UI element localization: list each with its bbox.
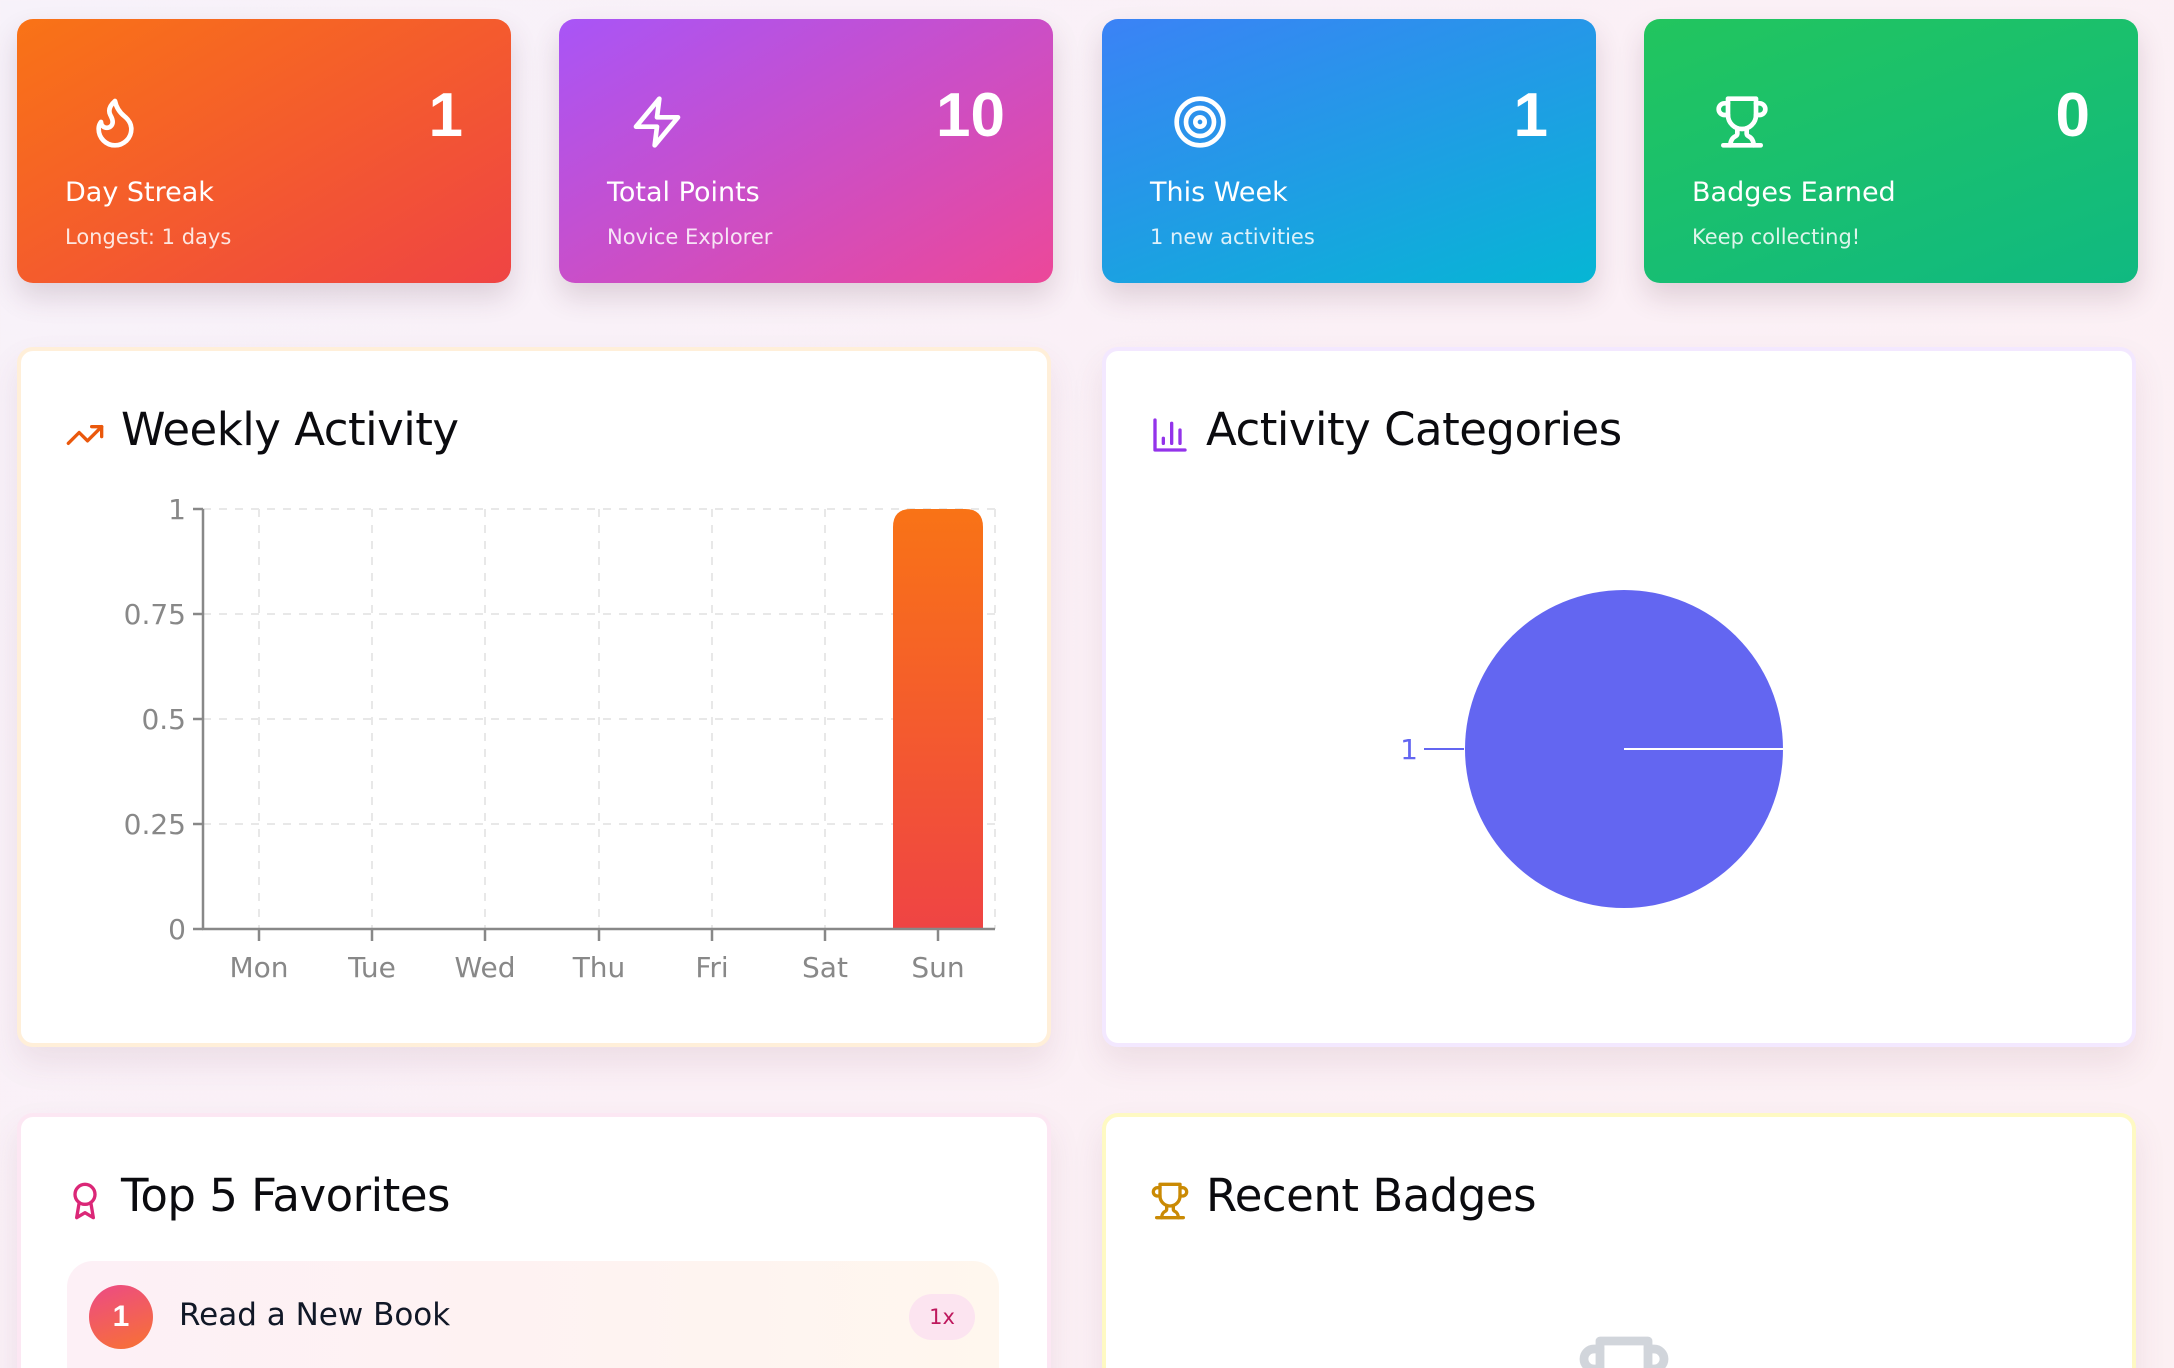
bar-sun	[893, 509, 983, 929]
panel-title: Recent Badges	[1206, 1169, 1537, 1222]
weekly-activity-panel: Weekly Activity	[17, 347, 1051, 1047]
stat-value: 1	[428, 81, 463, 150]
top-favorites-panel: Top 5 Favorites 1 Read a New Book 1x	[17, 1113, 1051, 1368]
stat-value: 1	[1513, 81, 1548, 150]
stat-card-total-points: 10 Total Points Novice Explorer	[559, 19, 1053, 283]
panel-title: Top 5 Favorites	[121, 1169, 450, 1222]
y-axis-labels: 1 0.75 0.5 0.25 0	[124, 493, 186, 946]
trophy-icon	[1714, 91, 1770, 153]
svg-text:Thu: Thu	[572, 951, 626, 984]
target-icon	[1172, 91, 1228, 153]
stat-card-badges-earned: 0 Badges Earned Keep collecting!	[1644, 19, 2138, 283]
stat-value: 10	[936, 81, 1005, 150]
stat-label: This Week	[1150, 177, 1288, 208]
pie-label: 1	[1400, 733, 1418, 766]
favorite-name: Read a New Book	[179, 1297, 451, 1333]
svg-text:0.5: 0.5	[141, 703, 186, 736]
stat-card-day-streak: 1 Day Streak Longest: 1 days	[17, 19, 511, 283]
weekly-bar-chart: 1 0.75 0.5 0.25 0 Mon Tue Wed Thu Fri Sa…	[124, 493, 996, 984]
flame-icon	[87, 91, 143, 153]
x-axis-labels: Mon Tue Wed Thu Fri Sat Sun	[229, 951, 964, 984]
stat-value: 0	[2055, 81, 2090, 150]
zap-icon	[629, 91, 685, 153]
trophy-icon	[1150, 1181, 1190, 1221]
empty-trophy-icon	[1576, 1333, 1672, 1368]
activity-categories-panel: Activity Categories 1	[1102, 347, 2136, 1047]
svg-text:Sun: Sun	[911, 951, 964, 984]
stat-label: Badges Earned	[1692, 177, 1896, 208]
favorite-list-item[interactable]: 1 Read a New Book 1x	[67, 1261, 999, 1368]
stat-label: Total Points	[607, 177, 760, 208]
category-pie-chart: 1	[1400, 590, 1783, 908]
svg-text:Mon: Mon	[229, 951, 288, 984]
recent-badges-panel: Recent Badges	[1102, 1113, 2136, 1368]
panel-title: Weekly Activity	[121, 403, 459, 456]
bar-chart-icon	[1150, 415, 1190, 455]
panel-title: Activity Categories	[1206, 403, 1622, 456]
svg-text:0: 0	[168, 913, 186, 946]
stat-subtext: Keep collecting!	[1692, 225, 1861, 249]
stat-card-this-week: 1 This Week 1 new activities	[1102, 19, 1596, 283]
grid-lines	[203, 508, 996, 929]
stat-label: Day Streak	[65, 177, 214, 208]
rank-badge: 1	[89, 1285, 153, 1349]
stat-subtext: Longest: 1 days	[65, 225, 232, 249]
svg-text:Sat: Sat	[802, 951, 848, 984]
svg-text:1: 1	[168, 493, 186, 526]
favorite-count-badge: 1x	[909, 1294, 975, 1340]
svg-text:0.25: 0.25	[124, 808, 186, 841]
svg-text:Wed: Wed	[454, 951, 515, 984]
stat-subtext: Novice Explorer	[607, 225, 773, 249]
award-icon	[65, 1181, 105, 1221]
trending-up-icon	[65, 415, 105, 455]
svg-text:Fri: Fri	[695, 951, 728, 984]
svg-text:0.75: 0.75	[124, 598, 186, 631]
stat-subtext: 1 new activities	[1150, 225, 1315, 249]
svg-text:Tue: Tue	[347, 951, 396, 984]
